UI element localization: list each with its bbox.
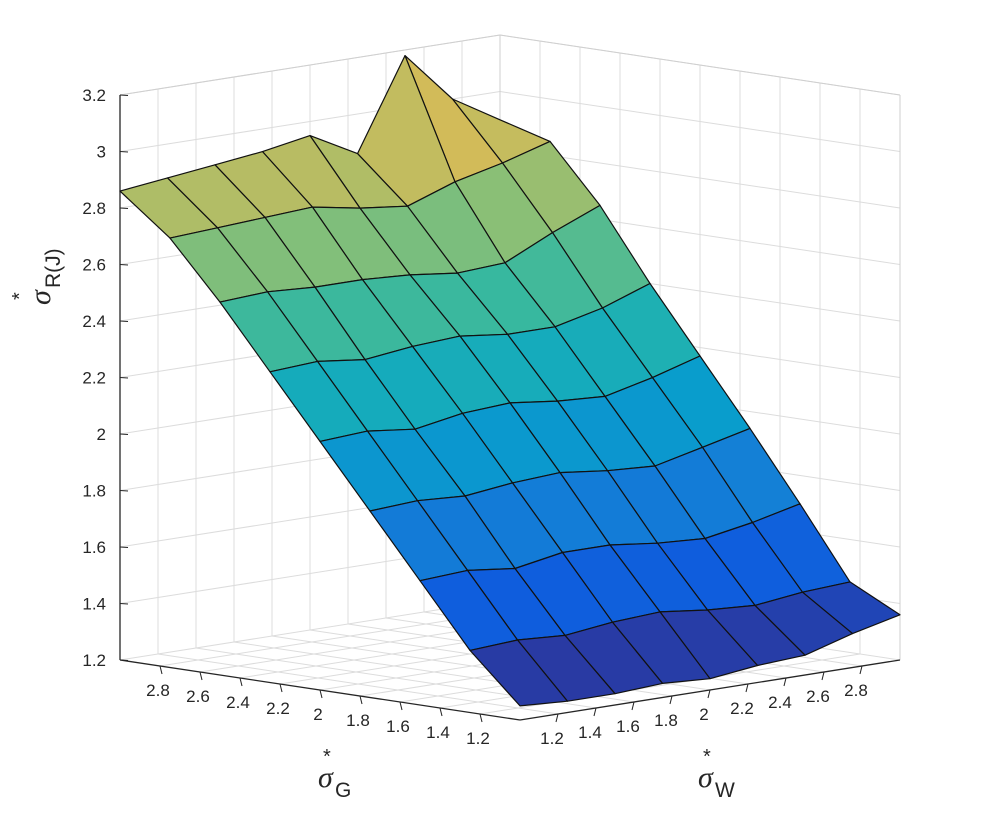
z-tick-label: 2.2 xyxy=(82,369,106,388)
x-tick-label: 2.4 xyxy=(768,693,792,712)
x-tick-label: 1.6 xyxy=(616,717,640,736)
svg-text:σ: σ xyxy=(24,289,57,305)
x-tick-label: 1.8 xyxy=(654,711,678,730)
z-tick-label: 1.8 xyxy=(82,482,106,501)
y-tick-label: 2.8 xyxy=(146,681,170,700)
svg-text:R(J): R(J) xyxy=(42,248,65,288)
surface-patch xyxy=(469,639,569,707)
z-tick-label: 2.4 xyxy=(82,312,106,331)
z-tick-label: 2.6 xyxy=(82,256,106,275)
y-tick-label: 1.6 xyxy=(386,717,410,736)
y-tick-label: 2 xyxy=(313,705,322,724)
z-tick-label: 1.2 xyxy=(82,651,106,670)
svg-text:*: * xyxy=(9,292,31,300)
surface xyxy=(119,54,901,707)
x-tick-label: 2.6 xyxy=(806,687,830,706)
svg-text:*: * xyxy=(703,746,711,768)
x-tick-label: 1.4 xyxy=(578,723,602,742)
y-tick-label: 1.4 xyxy=(426,723,450,742)
svg-text:σ: σ xyxy=(698,761,714,794)
x-axis-label: σ*W xyxy=(698,746,735,802)
z-axis-label: σ* R(J) xyxy=(9,248,65,305)
tick-labels: 1.2 1.4 1.6 1.8 2 2.2 2.4 2.6 2.8 3 3.2 1.2 1.4 1.6 1.… xyxy=(82,86,867,748)
svg-text:σ: σ xyxy=(318,761,334,794)
svg-text:*: * xyxy=(323,746,331,768)
x-tick-label: 2 xyxy=(699,705,708,724)
z-tick-label: 3.2 xyxy=(82,86,106,105)
x-tick-label: 2.8 xyxy=(844,681,868,700)
z-tick-label: 3 xyxy=(97,143,106,162)
y-tick-label: 2.6 xyxy=(186,687,210,706)
y-tick-label: 2.2 xyxy=(266,699,290,718)
svg-text:W: W xyxy=(715,779,735,802)
y-axis-label: σ*G xyxy=(318,746,351,802)
z-tick-label: 2.8 xyxy=(82,199,106,218)
x-tick-label: 2.2 xyxy=(730,699,754,718)
y-tick-label: 1.2 xyxy=(466,729,490,748)
z-tick-label: 1.4 xyxy=(82,595,106,614)
z-tick-label: 1.6 xyxy=(82,538,106,557)
y-tick-label: 1.8 xyxy=(346,711,370,730)
y-tick-label: 2.4 xyxy=(226,693,250,712)
x-tick-label: 1.2 xyxy=(540,729,564,748)
z-tick-label: 2 xyxy=(97,425,106,444)
svg-text:G: G xyxy=(335,779,351,802)
